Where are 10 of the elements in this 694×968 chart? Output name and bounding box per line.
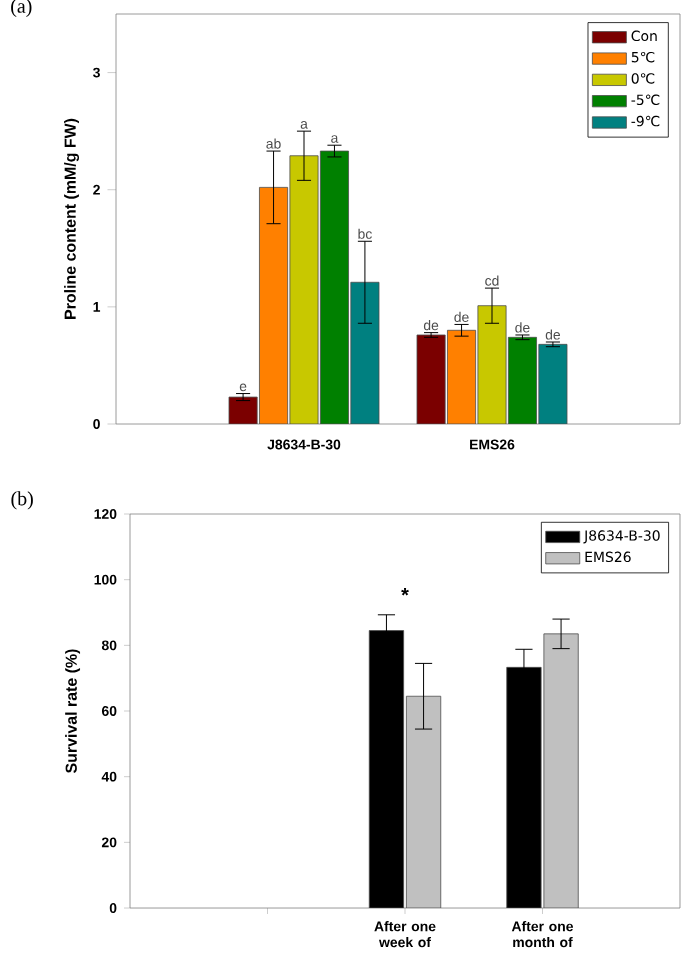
bar <box>350 281 380 425</box>
bar <box>447 329 477 425</box>
bar <box>259 186 289 425</box>
bar <box>507 336 537 425</box>
annotation: * <box>401 588 409 596</box>
bar <box>405 695 442 909</box>
bar <box>543 633 579 909</box>
bar <box>538 343 568 425</box>
chart-title: (b) <box>11 491 33 510</box>
bar <box>319 150 349 425</box>
